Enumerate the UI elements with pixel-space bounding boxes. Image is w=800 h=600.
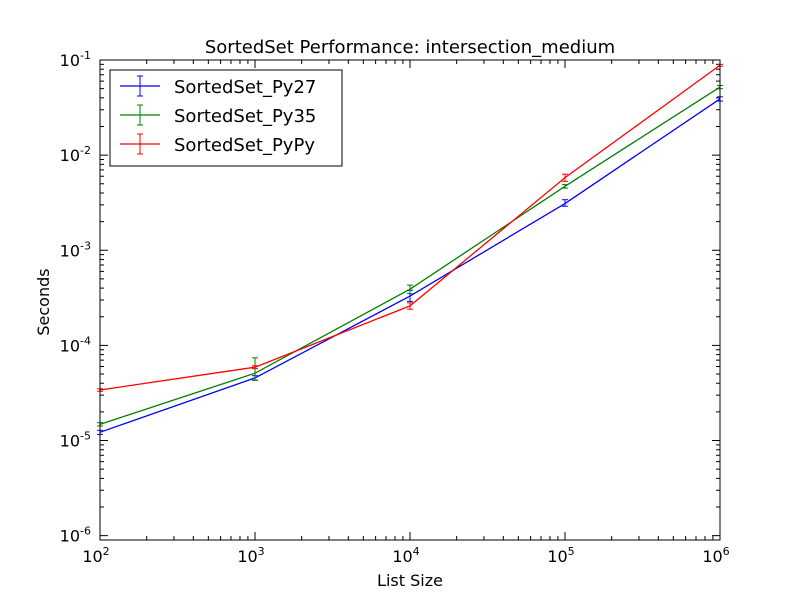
axis-ticks: 102 103 104 105 106 10-6 10-5 10-4 10-3 10-2 10-1	[60, 49, 730, 566]
legend-label: SortedSet_Py27	[174, 77, 316, 98]
error-bar	[562, 184, 568, 189]
y-tick-label: 10-4	[60, 334, 91, 355]
x-tick-label: 103	[237, 545, 264, 566]
error-bar	[252, 365, 258, 370]
legend-box	[109, 69, 343, 167]
y-tick-label: 10-6	[60, 525, 91, 546]
y-tick-label: 10-5	[60, 430, 91, 451]
y-axis-label: Seconds	[34, 268, 53, 335]
legend-entry: SortedSet_Py27	[120, 75, 316, 98]
axes-frame	[99, 59, 721, 541]
legend-entry: SortedSet_Py35	[120, 104, 316, 127]
x-tick-label: 104	[392, 545, 419, 566]
error-bar	[407, 302, 413, 310]
x-tick-label: 105	[547, 545, 574, 566]
x-tick-label: 106	[702, 545, 729, 566]
legend-label: SortedSet_PyPy	[174, 135, 315, 156]
legend-label: SortedSet_Py35	[174, 106, 316, 127]
x-axis-label: List Size	[377, 571, 443, 590]
legend: SortedSet_Py27 SortedSet_Py35 SortedSet_Py…	[109, 69, 343, 167]
x-tick-label: 102	[82, 545, 109, 566]
plot-area	[97, 63, 723, 435]
y-tick-label: 10-3	[60, 239, 91, 260]
error-bar	[407, 284, 413, 295]
legend-entry: SortedSet_PyPy	[120, 133, 315, 156]
error-bar	[562, 199, 568, 207]
chart-title: SortedSet Performance: intersection_medi…	[205, 37, 615, 58]
y-tick-label: 10-2	[60, 144, 91, 165]
y-tick-label: 10-1	[60, 49, 91, 70]
error-bar	[562, 173, 568, 182]
